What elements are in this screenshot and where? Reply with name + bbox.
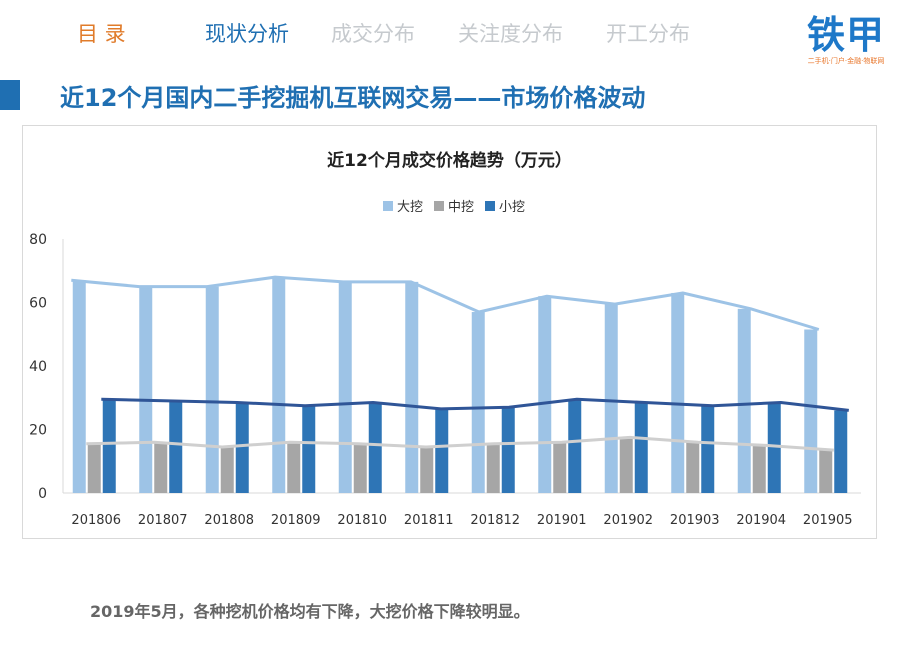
y-tick-label: 60	[29, 296, 47, 312]
y-tick-label: 80	[29, 232, 47, 248]
bar-2-201902	[619, 437, 633, 493]
x-tick-label: 201808	[204, 513, 254, 528]
x-tick-label: 201810	[337, 513, 387, 528]
nav-item-deal-distribution[interactable]: 成交分布	[331, 22, 415, 46]
x-tick-label: 201901	[537, 513, 587, 528]
bar-1-201810	[338, 281, 352, 493]
bar-2-201807	[154, 442, 168, 493]
trend-line-1	[71, 275, 820, 331]
bar-3-201809	[302, 405, 316, 493]
logo-subtitle: 二手机·门户·金融·物联网	[807, 57, 885, 65]
nav-item-operation-distribution[interactable]: 开工分布	[606, 22, 690, 46]
bar-3-201811	[435, 408, 449, 493]
summary-note: 2019年5月，各种挖机价格均有下降，大挖价格下降较明显。	[90, 602, 530, 621]
bar-2-201903	[686, 442, 700, 493]
bar-1-201807	[139, 286, 153, 493]
bar-3-201905	[834, 410, 848, 493]
x-tick-label: 201812	[470, 513, 520, 528]
bar-1-201811	[405, 281, 419, 493]
price-trend-chart: 近12个月成交价格趋势（万元） 大挖 中挖 小挖 0 20 40 60 80 201806 2018…	[29, 150, 861, 528]
y-tick-label: 0	[38, 486, 47, 502]
bar-2-201810	[353, 443, 367, 493]
legend-label-2: 中挖	[448, 200, 474, 215]
trend-line-3	[101, 397, 849, 412]
bar-3-201807	[169, 400, 183, 493]
bar-3-201901	[568, 399, 582, 493]
nav-item-toc[interactable]: 目 录	[77, 22, 126, 46]
logo-text: 铁甲	[806, 13, 885, 57]
x-tick-label: 201809	[271, 513, 321, 528]
top-nav: 目 录 现状分析 成交分布 关注度分布 开工分布	[0, 18, 800, 54]
legend-swatch-2	[434, 201, 444, 211]
bar-3-201812	[501, 407, 515, 493]
y-tick-label: 40	[29, 359, 47, 375]
nav-item-attention-distribution[interactable]: 关注度分布	[458, 22, 563, 46]
bar-1-201905	[804, 329, 818, 493]
legend-swatch-3	[485, 201, 495, 211]
bar-1-201903	[671, 292, 685, 493]
bar-2-201904	[752, 445, 766, 493]
bar-2-201812	[486, 443, 500, 493]
legend-label-3: 小挖	[499, 200, 525, 215]
bar-2-201905	[819, 450, 833, 493]
bar-1-201806	[72, 280, 86, 493]
x-tick-label: 201903	[670, 513, 720, 528]
x-tick-label: 201811	[404, 513, 454, 528]
trend-line-2	[86, 435, 834, 452]
nav-item-status-analysis[interactable]: 现状分析	[205, 22, 289, 46]
chart-container: 近12个月成交价格趋势（万元） 大挖 中挖 小挖 0 20 40 60 80 201806 2018…	[22, 125, 877, 539]
legend-swatch-1	[383, 201, 393, 211]
bar-1-201904	[737, 308, 751, 493]
title-accent-bar	[0, 80, 20, 110]
x-tick-label: 201806	[71, 513, 121, 528]
x-tick-label: 201905	[803, 513, 853, 528]
bar-3-201902	[634, 402, 648, 493]
bar-3-201904	[767, 402, 781, 493]
y-tick-label: 20	[29, 423, 47, 439]
x-tick-label: 201902	[603, 513, 653, 528]
x-tick-label: 201904	[736, 513, 786, 528]
page-title: 近12个月国内二手挖掘机互联网交易——市场价格波动	[60, 84, 646, 112]
legend-label-1: 大挖	[397, 200, 423, 215]
bar-3-201810	[368, 402, 382, 493]
bar-1-201901	[538, 296, 552, 493]
bar-2-201806	[87, 443, 101, 493]
bar-3-201806	[102, 399, 116, 493]
bar-3-201903	[701, 405, 715, 493]
bar-1-201809	[272, 277, 286, 493]
brand-logo: 铁甲 二手机·门户·金融·物联网	[800, 4, 892, 70]
chart-title: 近12个月成交价格趋势（万元）	[327, 150, 572, 171]
bar-3-201808	[235, 402, 249, 493]
bar-2-201808	[220, 446, 234, 493]
bar-1-201808	[205, 286, 219, 493]
bar-2-201901	[553, 442, 567, 493]
bar-2-201811	[420, 446, 434, 493]
bar-2-201809	[287, 442, 301, 493]
bar-1-201812	[471, 312, 485, 493]
x-tick-label: 201807	[138, 513, 188, 528]
bar-1-201902	[604, 304, 618, 493]
